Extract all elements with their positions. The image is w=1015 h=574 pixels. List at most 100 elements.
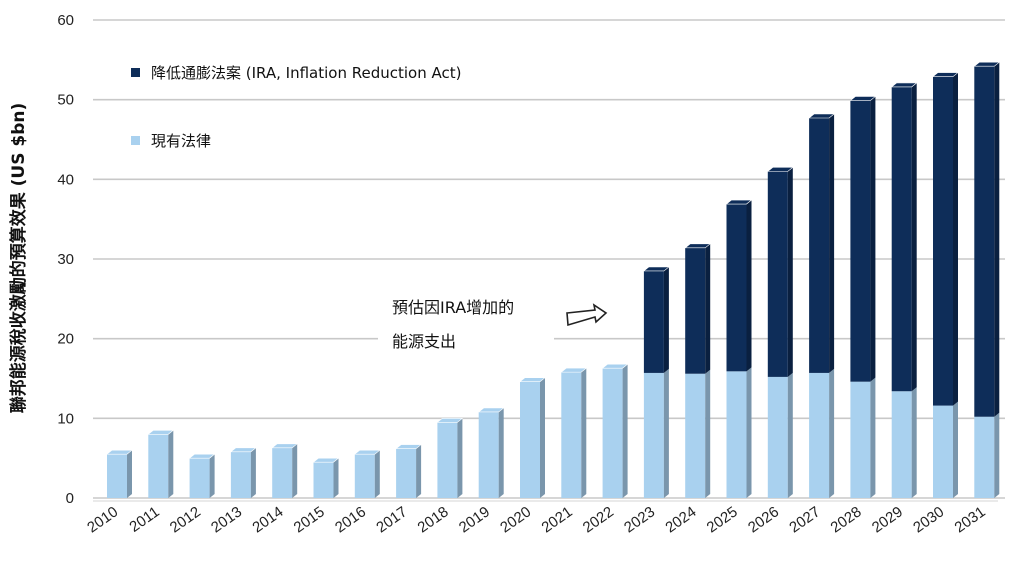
bar-group bbox=[684, 243, 712, 498]
bar-segment bbox=[726, 371, 747, 498]
y-axis-label: 聯邦能源稅收激勵的預算效果 (US $bn) bbox=[8, 103, 29, 414]
bar-top bbox=[188, 453, 216, 459]
bar-segment bbox=[148, 434, 169, 498]
bar-segment-side bbox=[457, 418, 463, 498]
bar-segment bbox=[478, 411, 499, 498]
annotation: 預估因IRA增加的 能源支出 bbox=[378, 286, 608, 356]
x-tick-label: 2021 bbox=[539, 503, 576, 536]
x-tick-label: 2016 bbox=[332, 503, 369, 536]
bar-segment bbox=[933, 405, 953, 498]
y-tick-label: 50 bbox=[57, 92, 74, 109]
bar-segment-side bbox=[540, 377, 545, 498]
bar-segment-side bbox=[498, 407, 504, 498]
bar-top bbox=[147, 429, 175, 435]
bar-segment bbox=[726, 204, 747, 372]
bar-segment bbox=[767, 171, 788, 377]
bar-segment-side bbox=[787, 167, 793, 377]
x-tick-label: 2028 bbox=[828, 503, 865, 536]
bar-segment bbox=[809, 372, 830, 498]
bar-top bbox=[519, 377, 546, 382]
bar-segment-side bbox=[127, 450, 132, 498]
y-tick-label: 60 bbox=[57, 12, 74, 29]
bar-group bbox=[890, 82, 918, 498]
bar-segment-side bbox=[911, 387, 917, 498]
bar-segment-side bbox=[705, 243, 711, 374]
bar-segment-side bbox=[994, 412, 1000, 498]
bar-group bbox=[436, 418, 464, 498]
legend-swatch-ira bbox=[131, 68, 140, 77]
y-tick-label: 10 bbox=[57, 410, 74, 427]
bar-segment-side bbox=[911, 82, 917, 392]
bar-segment-side bbox=[622, 364, 628, 498]
bar-top bbox=[725, 199, 753, 205]
bar-segment-side bbox=[829, 368, 835, 498]
legend-label-current-law: 現有法律 bbox=[151, 132, 211, 150]
x-tick-label: 2020 bbox=[497, 503, 534, 536]
bar-segment bbox=[230, 451, 251, 498]
x-tick-label: 2015 bbox=[291, 503, 328, 536]
bar-segment-side bbox=[746, 200, 752, 372]
bar-top bbox=[766, 167, 794, 172]
x-tick-label: 2011 bbox=[126, 503, 162, 535]
bar-top bbox=[560, 367, 588, 373]
x-axis-ticks: 2010 2011 2012 2013 2014 2015 2016 2017 2018 2019… bbox=[84, 503, 988, 536]
annotation-line-1: 預估因IRA增加的 bbox=[392, 298, 514, 317]
legend: 降低通膨法案 (IRA, Inflation Reduction Act) 現有… bbox=[131, 64, 461, 150]
bar-segment bbox=[891, 86, 912, 392]
bar-segment-side bbox=[746, 367, 752, 498]
bar-group bbox=[188, 453, 216, 498]
x-tick-label: 2023 bbox=[621, 503, 658, 536]
bar-segment-side bbox=[374, 450, 380, 498]
bar-top bbox=[106, 449, 133, 455]
x-tick-label: 2018 bbox=[415, 503, 452, 536]
y-tick-label: 20 bbox=[57, 331, 74, 348]
x-tick-label: 2013 bbox=[208, 503, 245, 536]
bar-segment-side bbox=[416, 444, 422, 498]
bar-segment-side bbox=[250, 447, 256, 498]
bar-group bbox=[973, 61, 1001, 498]
bar-segment bbox=[643, 270, 664, 373]
bar-top bbox=[395, 444, 422, 449]
bar-segment bbox=[107, 454, 127, 498]
x-tick-label: 2014 bbox=[249, 503, 286, 536]
bar-segment-side bbox=[953, 401, 958, 498]
bar-segment-side bbox=[829, 113, 835, 373]
bar-segment-side bbox=[209, 454, 215, 498]
bar-segment bbox=[685, 373, 706, 498]
y-tick-label: 0 bbox=[66, 490, 74, 507]
bar-segment bbox=[850, 100, 871, 382]
bar-segment bbox=[396, 448, 417, 498]
bar-group bbox=[601, 363, 629, 498]
bar-group bbox=[932, 72, 959, 498]
legend-label-ira: 降低通膨法案 (IRA, Inflation Reduction Act) bbox=[151, 64, 461, 82]
bar-segment bbox=[933, 76, 953, 406]
bar-segment-side bbox=[333, 458, 339, 498]
bar-top bbox=[849, 96, 877, 101]
x-tick-label: 2030 bbox=[910, 503, 947, 536]
x-tick-label: 2025 bbox=[704, 503, 741, 536]
bar-top bbox=[973, 61, 1001, 67]
bar-top bbox=[932, 72, 959, 77]
x-tick-label: 2022 bbox=[580, 503, 617, 536]
bar-group bbox=[312, 457, 340, 498]
bar-group bbox=[106, 449, 133, 498]
bar-group bbox=[477, 407, 505, 498]
annotation-line-2: 能源支出 bbox=[392, 332, 456, 351]
bar-top bbox=[808, 113, 835, 119]
bar-segment-side bbox=[870, 377, 876, 498]
arrow-right-icon bbox=[566, 303, 608, 327]
x-tick-label: 2031 bbox=[952, 503, 989, 536]
bar-segment bbox=[272, 447, 293, 498]
bar-segment bbox=[561, 372, 582, 498]
bar-segment bbox=[891, 391, 912, 498]
x-tick-label: 2017 bbox=[373, 503, 410, 536]
bar-segment bbox=[643, 372, 664, 498]
x-tick-label: 2019 bbox=[456, 503, 493, 536]
bar-segment bbox=[437, 422, 458, 498]
bar-top bbox=[601, 363, 629, 369]
y-tick-label: 40 bbox=[57, 171, 74, 188]
y-tick-label: 30 bbox=[57, 251, 74, 268]
bar-segment-side bbox=[168, 430, 174, 498]
bar-group bbox=[519, 377, 546, 498]
bar-segment-side bbox=[787, 372, 793, 498]
